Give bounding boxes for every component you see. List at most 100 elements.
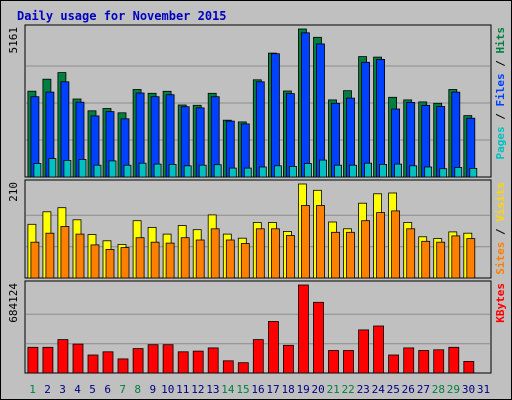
panel-top-legend: Pages / Files / Hits	[494, 27, 507, 160]
bar-pages-day-5	[93, 164, 102, 178]
bar-pages-day-3	[63, 159, 72, 178]
bar-kbytes-day-13	[207, 347, 219, 374]
legend-entry: KBytes	[494, 283, 507, 323]
panel-bottom-ymax-label: 684124	[7, 283, 20, 323]
legend-entry: Pages	[494, 126, 507, 159]
bar-sites-day-24	[376, 212, 386, 279]
bar-pages-day-24	[379, 163, 388, 178]
bar-files-day-29	[451, 91, 461, 178]
x-tick-label: 31	[477, 383, 490, 396]
bar-kbytes-day-8	[132, 348, 144, 374]
bar-pages-day-14	[228, 167, 237, 178]
bar-kbytes-day-22	[343, 350, 354, 374]
x-tick-label: 9	[149, 383, 156, 396]
x-tick-label: 23	[357, 383, 370, 396]
x-tick-label: 21	[327, 383, 340, 396]
bar-kbytes-day-19	[297, 284, 309, 374]
x-tick-label: 13	[206, 383, 219, 396]
bar-sites-day-18	[285, 235, 295, 279]
bar-sites-day-6	[105, 248, 115, 279]
bar-files-day-20	[316, 43, 325, 178]
x-tick-label: 30	[462, 383, 475, 396]
bar-sites-day-25	[391, 210, 401, 279]
bar-sites-day-3	[60, 226, 70, 279]
bar-kbytes-day-28	[433, 349, 445, 374]
bar-pages-day-13	[213, 164, 222, 178]
bar-kbytes-day-16	[252, 339, 264, 374]
bar-files-day-18	[285, 93, 295, 178]
bar-files-day-19	[300, 32, 310, 178]
legend-entry: Hits	[494, 27, 507, 54]
bar-pages-day-18	[288, 165, 297, 178]
bar-files-day-27	[421, 104, 431, 178]
bar-kbytes-day-6	[102, 351, 114, 374]
bar-pages-day-26	[409, 165, 418, 178]
x-tick-label: 6	[104, 383, 111, 396]
bar-sites-day-26	[406, 228, 416, 279]
x-tick-label: 29	[447, 383, 460, 396]
x-tick-label: 10	[161, 383, 174, 396]
bar-pages-day-28	[439, 168, 448, 178]
bar-pages-day-27	[424, 166, 433, 178]
bar-sites-day-12	[195, 239, 205, 279]
bar-sites-day-23	[361, 220, 371, 279]
bar-files-day-17	[270, 53, 280, 178]
bar-pages-day-29	[454, 167, 463, 178]
bar-sites-day-7	[120, 247, 130, 279]
bar-pages-day-1	[33, 163, 42, 178]
bar-sites-day-11	[180, 237, 190, 279]
bar-sites-day-21	[331, 231, 340, 279]
bar-kbytes-day-10	[162, 344, 174, 374]
bar-kbytes-day-30	[463, 360, 475, 374]
bar-pages-day-25	[394, 163, 403, 178]
bar-sites-day-28	[436, 241, 446, 279]
bar-kbytes-day-18	[282, 344, 294, 374]
bar-kbytes-day-23	[358, 329, 370, 374]
bar-sites-day-16	[255, 228, 265, 279]
legend-entry: Sites	[494, 242, 507, 275]
bar-sites-day-15	[240, 243, 250, 279]
x-tick-label: 19	[296, 383, 309, 396]
bar-kbytes-day-27	[418, 350, 430, 374]
bar-files-day-24	[376, 59, 386, 178]
legend-entry: /	[494, 107, 507, 127]
bar-sites-day-17	[270, 228, 280, 279]
x-tick-label: 3	[59, 383, 66, 396]
x-tick-label: 12	[191, 383, 204, 396]
x-tick-label: 1	[29, 383, 36, 396]
bar-pages-day-8	[138, 162, 147, 178]
chart-title: Daily usage for November 2015	[17, 9, 227, 23]
bar-sites-day-22	[346, 231, 355, 279]
bar-pages-day-16	[258, 166, 267, 178]
bar-sites-day-30	[466, 238, 476, 279]
panel-bottom: 684124 KBytes	[7, 280, 507, 374]
bar-sites-day-13	[210, 228, 220, 279]
bar-sites-day-20	[316, 205, 325, 279]
bar-files-day-28	[436, 106, 446, 178]
bar-kbytes-day-7	[117, 358, 129, 374]
bar-pages-day-9	[153, 163, 162, 178]
bar-kbytes-day-2	[42, 346, 54, 374]
x-tick-label: 2	[44, 383, 51, 396]
bar-pages-day-7	[123, 164, 132, 178]
legend-entry: /	[494, 222, 507, 242]
x-tick-label: 18	[281, 383, 294, 396]
bar-sites-day-5	[90, 244, 100, 279]
bar-sites-day-29	[451, 235, 461, 279]
legend-entry: Visits	[494, 182, 507, 222]
x-tick-label: 7	[119, 383, 126, 396]
x-tick-label: 17	[266, 383, 279, 396]
bar-kbytes-day-14	[222, 360, 234, 374]
bar-sites-day-2	[45, 232, 55, 279]
x-tick-label: 20	[311, 383, 324, 396]
bar-pages-day-22	[349, 164, 357, 178]
panel-middle: 210 Sites / Visits	[7, 179, 507, 279]
bar-pages-day-17	[273, 165, 282, 178]
x-tick-label: 22	[342, 383, 355, 396]
chart-panels: 5161 Pages / Files / Hits 210 Sites / Visit…	[7, 24, 507, 374]
bar-kbytes-day-5	[87, 354, 99, 374]
bar-kbytes-day-29	[448, 346, 460, 374]
bar-sites-day-14	[225, 239, 235, 279]
bar-pages-day-21	[334, 164, 342, 178]
